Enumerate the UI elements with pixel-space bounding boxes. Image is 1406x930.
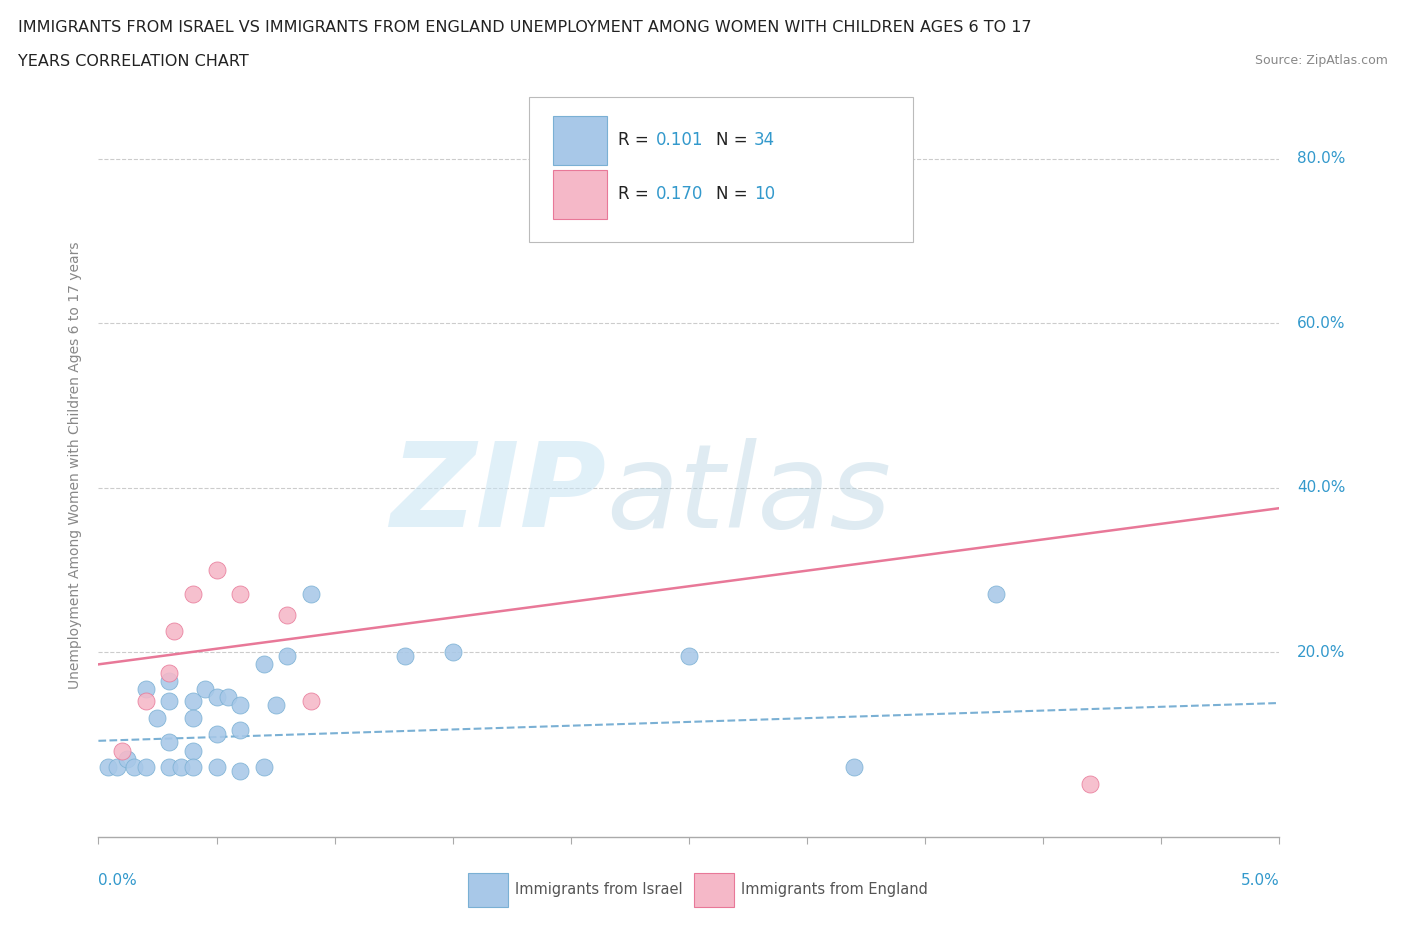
Text: 34: 34 [754,131,775,149]
Point [984,587,1007,602]
Text: YEARS CORRELATION CHART: YEARS CORRELATION CHART [18,54,249,69]
Y-axis label: Unemployment Among Women with Children Ages 6 to 17 years: Unemployment Among Women with Children A… [69,241,83,689]
Point [394,649,416,664]
Point [264,698,287,713]
Point [157,673,180,688]
FancyBboxPatch shape [530,97,914,242]
Point [678,649,700,664]
Point [170,760,193,775]
FancyBboxPatch shape [553,170,607,219]
Point [181,587,204,602]
Point [181,743,204,758]
Point [163,624,186,639]
Point [229,764,252,778]
Point [115,751,138,766]
Point [157,760,180,775]
Point [105,760,128,775]
Point [253,657,276,671]
Point [229,587,252,602]
FancyBboxPatch shape [468,872,508,907]
Point [229,723,252,737]
Point [299,694,322,709]
Text: atlas: atlas [606,438,891,551]
Text: R =: R = [619,185,654,203]
Text: N =: N = [716,131,754,149]
Point [844,760,866,775]
Point [1080,777,1102,791]
Text: N =: N = [716,185,754,203]
Point [205,727,228,742]
Point [157,694,180,709]
Point [157,665,180,680]
Point [181,760,204,775]
Text: 0.170: 0.170 [655,185,703,203]
Point [299,587,322,602]
Point [111,743,134,758]
Point [441,644,464,659]
Point [253,760,276,775]
Point [205,760,228,775]
Text: IMMIGRANTS FROM ISRAEL VS IMMIGRANTS FROM ENGLAND UNEMPLOYMENT AMONG WOMEN WITH : IMMIGRANTS FROM ISRAEL VS IMMIGRANTS FRO… [18,20,1032,35]
Point [97,760,120,775]
Point [276,607,298,622]
Text: ZIP: ZIP [391,437,606,552]
Text: 5.0%: 5.0% [1240,872,1279,888]
Point [229,698,252,713]
Text: 60.0%: 60.0% [1298,315,1346,331]
Text: Source: ZipAtlas.com: Source: ZipAtlas.com [1254,54,1388,67]
Text: Immigrants from England: Immigrants from England [741,883,928,897]
Point [181,694,204,709]
Point [194,682,217,697]
Point [205,563,228,578]
Point [135,694,157,709]
Point [135,682,157,697]
Text: 0.101: 0.101 [655,131,703,149]
Text: 80.0%: 80.0% [1298,152,1346,166]
Point [205,690,228,705]
Point [157,735,180,750]
Point [181,711,204,725]
Point [217,690,239,705]
Text: 10: 10 [754,185,775,203]
FancyBboxPatch shape [553,116,607,166]
FancyBboxPatch shape [693,872,734,907]
Text: 0.0%: 0.0% [98,872,138,888]
Text: Immigrants from Israel: Immigrants from Israel [516,883,683,897]
Text: 40.0%: 40.0% [1298,480,1346,495]
Point [122,760,145,775]
Point [135,760,157,775]
Point [276,649,298,664]
Text: 20.0%: 20.0% [1298,644,1346,659]
Point [146,711,169,725]
Text: R =: R = [619,131,654,149]
